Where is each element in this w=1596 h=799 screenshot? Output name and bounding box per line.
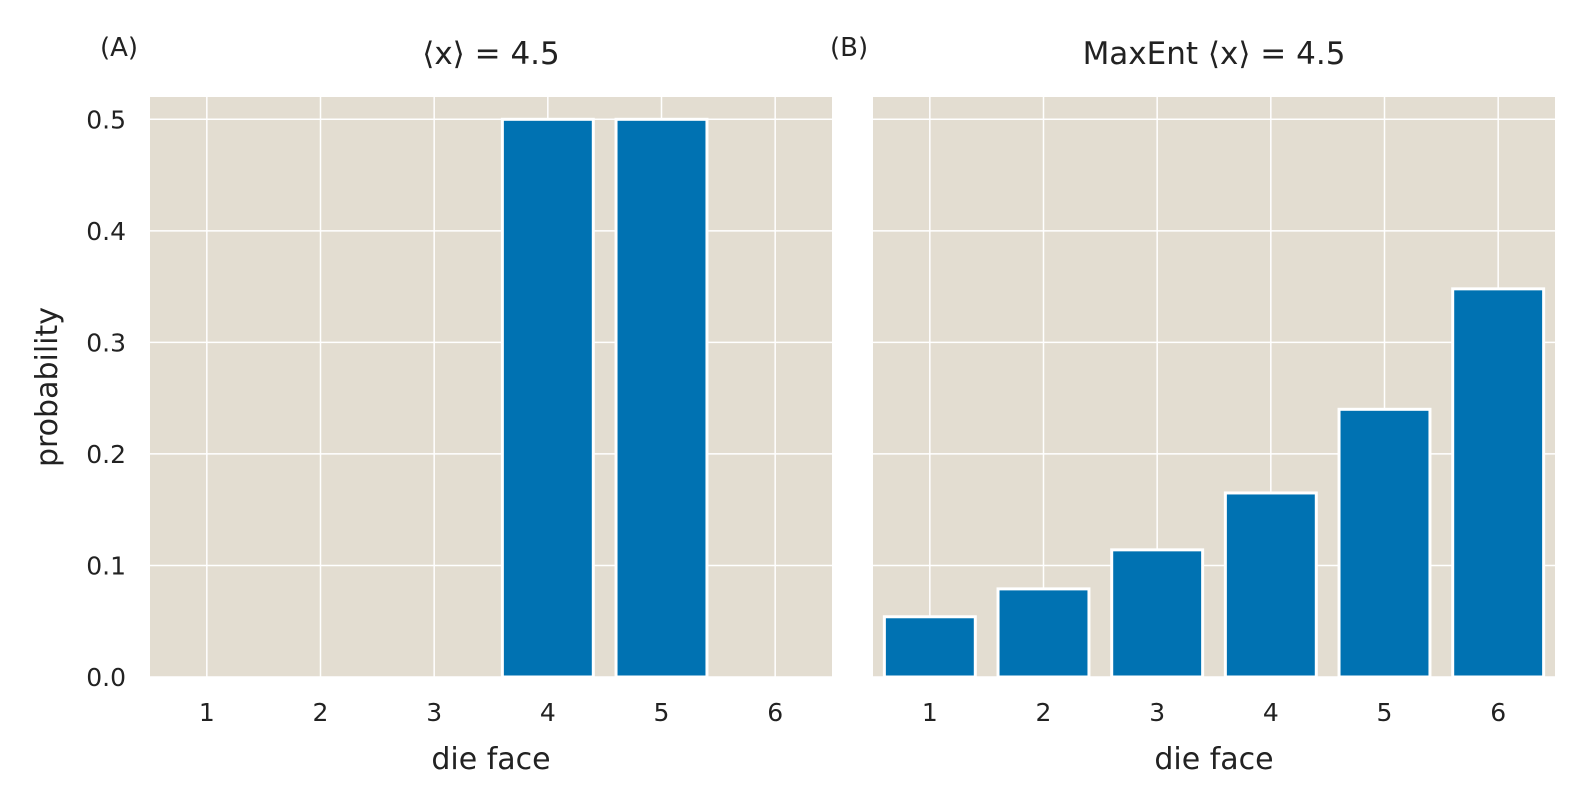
bars-b — [882, 287, 1546, 679]
y-axis-label: probability — [30, 307, 65, 467]
y-tick-label: 0.3 — [86, 328, 126, 357]
x-tick-label: 1 — [922, 698, 938, 727]
x-axis-label-b: die face — [1154, 742, 1273, 777]
bar-face-1 — [882, 615, 977, 679]
bar-face-4 — [1223, 491, 1318, 679]
x-tick-label: 4 — [540, 698, 556, 727]
x-tick-labels-b: 1 2 3 4 5 6 — [922, 698, 1506, 727]
x-tick-label: 6 — [767, 698, 783, 727]
bar-face-2 — [996, 587, 1091, 679]
x-axis-label-a: die face — [431, 742, 550, 777]
x-tick-label: 2 — [1036, 698, 1052, 727]
plot-area-b — [873, 97, 1555, 677]
plot-area-a — [150, 97, 832, 677]
x-tick-label: 3 — [1149, 698, 1165, 727]
bars-a — [500, 117, 709, 679]
x-tick-label: 5 — [1377, 698, 1393, 727]
x-tick-label: 6 — [1490, 698, 1506, 727]
panel-b: 1 2 3 4 5 6 (B) MaxEnt ⟨x⟩ = 4.5 die face — [830, 33, 1555, 777]
x-tick-labels-a: 1 2 3 4 5 6 — [199, 698, 783, 727]
x-tick-label: 5 — [654, 698, 670, 727]
x-tick-label: 3 — [426, 698, 442, 727]
y-tick-label: 0.5 — [86, 105, 126, 134]
y-tick-label: 0.2 — [86, 440, 126, 469]
y-tick-labels-a: 0.0 0.1 0.2 0.3 0.4 0.5 — [86, 105, 126, 692]
bar-face-6 — [1451, 287, 1546, 679]
chart-title-a: ⟨x⟩ = 4.5 — [422, 36, 560, 72]
panel-label-a: (A) — [100, 33, 138, 63]
bar-face-5 — [1337, 407, 1432, 679]
bar-face-4 — [500, 117, 595, 679]
y-tick-label: 0.4 — [86, 217, 126, 246]
bar-face-5 — [614, 117, 709, 679]
panel-label-b: (B) — [830, 33, 868, 63]
chart-title-b: MaxEnt ⟨x⟩ = 4.5 — [1083, 36, 1346, 72]
x-tick-label: 2 — [313, 698, 329, 727]
x-tick-label: 1 — [199, 698, 215, 727]
y-tick-label: 0.0 — [86, 663, 126, 692]
y-tick-label: 0.1 — [86, 551, 126, 580]
bar-face-3 — [1110, 548, 1205, 679]
x-tick-label: 4 — [1263, 698, 1279, 727]
